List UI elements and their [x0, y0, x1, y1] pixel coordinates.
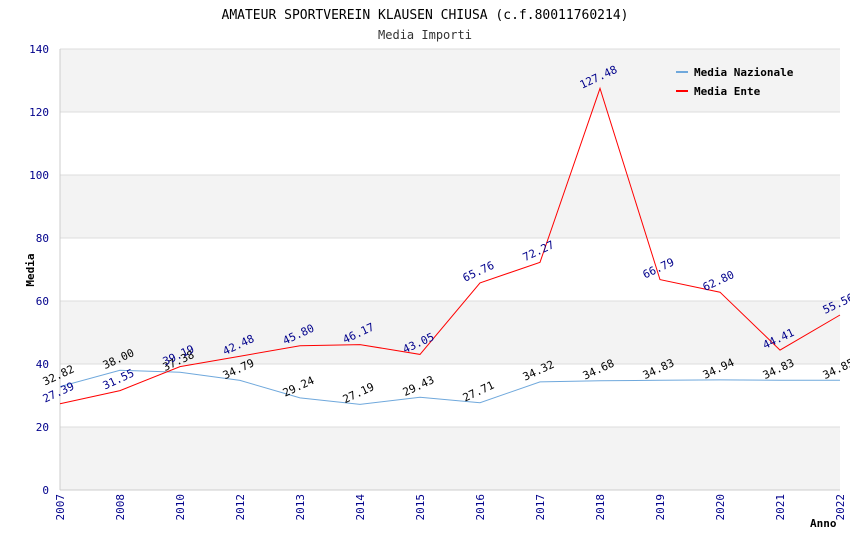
grid-band	[60, 301, 840, 364]
series-lines	[59, 86, 841, 405]
legend-label: Media Nazionale	[694, 66, 794, 79]
x-tick-label: 2015	[414, 494, 427, 521]
y-tick-label: 20	[36, 421, 49, 434]
x-tick-label: 2020	[714, 494, 727, 521]
x-tick-label: 2012	[234, 494, 247, 521]
x-tick-label: 2014	[354, 494, 367, 521]
x-tick-label: 2018	[594, 494, 607, 521]
x-tick-label: 2013	[294, 494, 307, 521]
data-label: 27.19	[341, 380, 377, 406]
grid-lines	[60, 48, 840, 491]
y-axis-label: Media	[24, 253, 37, 286]
grid-band	[60, 175, 840, 238]
y-tick-label: 0	[42, 484, 49, 497]
axes	[59, 49, 840, 491]
x-tick-label: 2022	[834, 494, 847, 521]
chart-subtitle: Media Importi	[378, 28, 472, 42]
data-label: 66.79	[641, 256, 677, 282]
legend: Media Nazionale Media Ente	[676, 66, 794, 98]
x-tick-label: 2021	[774, 494, 787, 521]
data-label: 29.43	[401, 373, 437, 399]
data-label: 27.71	[461, 379, 497, 405]
data-label: 62.80	[701, 268, 737, 294]
x-tick-label: 2007	[54, 494, 67, 521]
legend-label: Media Ente	[694, 85, 761, 98]
x-tick-label: 2019	[654, 494, 667, 521]
y-tick-label: 60	[36, 295, 49, 308]
y-tick-label: 140	[29, 43, 49, 56]
x-tick-label: 2010	[174, 494, 187, 521]
data-label: 29.24	[281, 374, 317, 400]
series-line-media-ente	[59, 86, 841, 405]
grid-band	[60, 49, 840, 112]
x-axis-ticks: 2007 2008 2010 2012 2013 2014 2015 2016 2017 2018…	[54, 494, 847, 521]
x-axis-label: Anno	[810, 517, 837, 530]
y-tick-label: 100	[29, 169, 49, 182]
x-tick-label: 2016	[474, 494, 487, 521]
data-label: 72.27	[521, 238, 557, 264]
y-axis-ticks: 0 20 40 60 80 100 120 140	[29, 43, 49, 497]
series-line-media-nazionale	[59, 369, 841, 405]
y-tick-label: 40	[36, 358, 49, 371]
chart-title: AMATEUR SPORTVEREIN KLAUSEN CHIUSA (c.f.…	[222, 8, 629, 23]
data-label: 65.76	[461, 259, 497, 285]
x-tick-label: 2008	[114, 494, 127, 521]
y-tick-label: 120	[29, 106, 49, 119]
y-tick-label: 80	[36, 232, 49, 245]
grid-band	[60, 427, 840, 490]
grid-bands	[60, 49, 840, 490]
x-tick-label: 2017	[534, 494, 547, 521]
